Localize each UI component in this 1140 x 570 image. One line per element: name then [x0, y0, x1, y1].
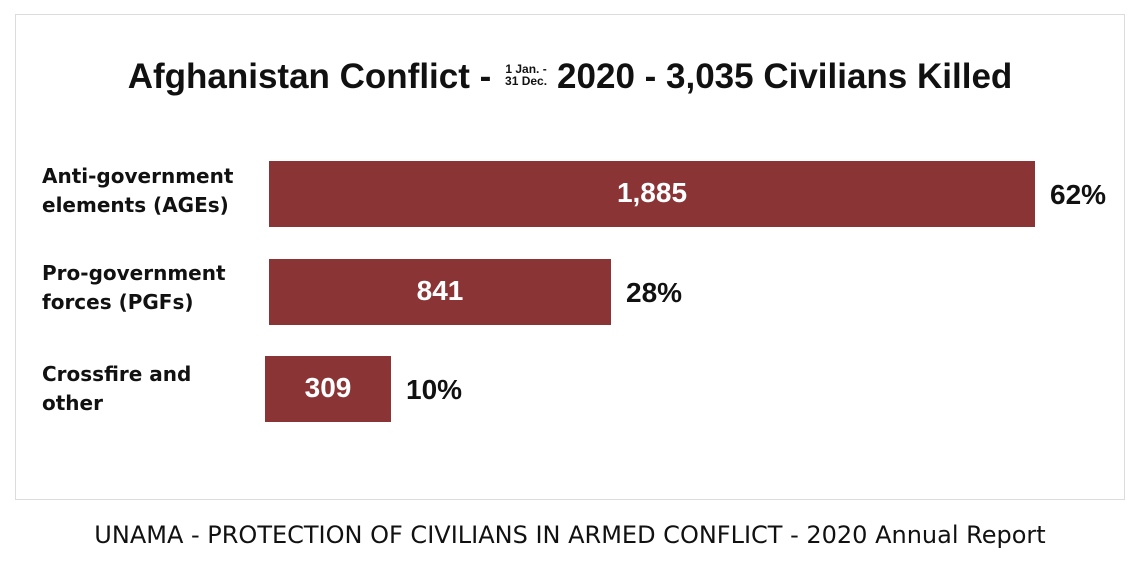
category-label: Pro-government forces (PGFs): [42, 259, 226, 317]
category-label: Crossfire and other: [42, 360, 191, 418]
category-label-line: elements (AGEs): [42, 193, 229, 217]
category-label: Anti-government elements (AGEs): [42, 162, 233, 220]
category-label-line: Crossfire and: [42, 362, 192, 386]
category-label-line: Anti-government: [42, 164, 234, 188]
source-footer: UNAMA - PROTECTION OF CIVILIANS IN ARMED…: [94, 521, 1046, 549]
title-date-range: 1 Jan. - 31 Dec.: [505, 63, 547, 87]
category-label-line: other: [42, 391, 103, 415]
percent-label: 28%: [626, 277, 683, 308]
category-label-line: Pro-government: [42, 261, 226, 285]
category-label-line: forces (PGFs): [42, 290, 194, 314]
title-suffix: 2020 - 3,035 Civilians Killed: [557, 57, 1013, 96]
title-date-end: 31 Dec.: [505, 73, 548, 88]
title-prefix: Afghanistan Conflict -: [127, 57, 492, 96]
bar-value-label: 1,885: [616, 177, 688, 208]
percent-label: 10%: [406, 374, 463, 405]
bar: [269, 161, 1035, 227]
bar: [265, 356, 391, 422]
chart-title: Afghanistan Conflict - 1 Jan. - 31 Dec. …: [0, 52, 1140, 102]
bar-value-label: 841: [416, 275, 464, 306]
title-date-start: 1 Jan. -: [505, 61, 547, 76]
percent-label: 62%: [1050, 179, 1107, 210]
bar-value-label: 309: [304, 372, 352, 403]
chart-frame: [15, 14, 1125, 500]
bar: [269, 259, 611, 325]
